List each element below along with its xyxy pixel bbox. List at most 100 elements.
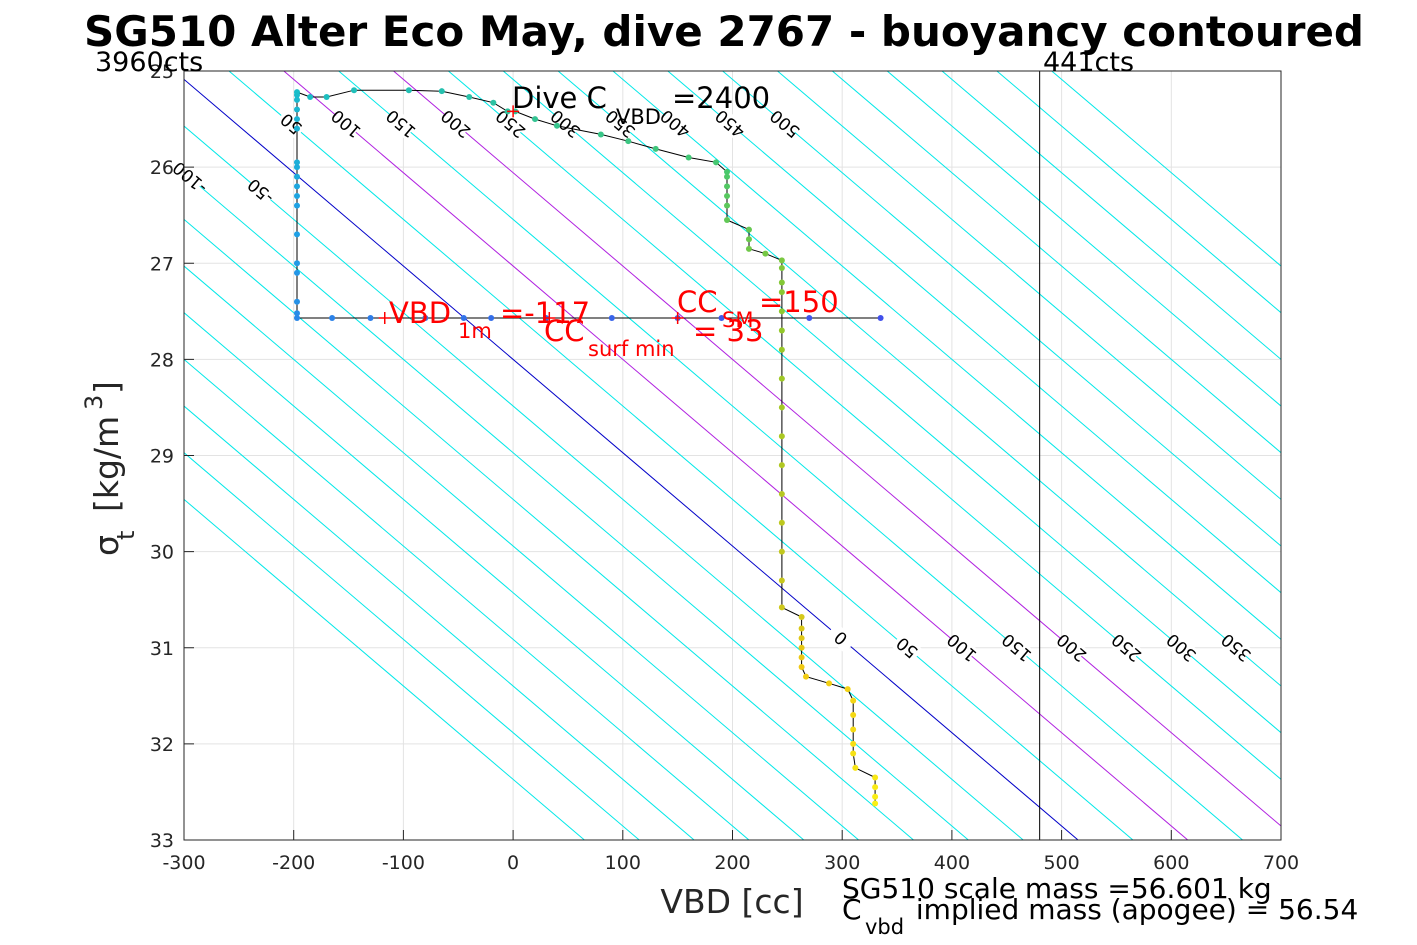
- contour-line: [393, 71, 1281, 827]
- data-point: [798, 613, 805, 620]
- y-tick-label: 30: [150, 542, 174, 564]
- data-point: [778, 462, 785, 469]
- vbd-1m-annotation: VBD 1m =-117: [389, 296, 590, 343]
- contour-line: [184, 172, 969, 840]
- contour-line: [283, 71, 1189, 840]
- data-point: [323, 93, 330, 100]
- data-point: [367, 315, 374, 322]
- contour-label-bg: [275, 108, 307, 140]
- contour-label-bg: [825, 622, 857, 654]
- contour-line: [184, 358, 750, 840]
- contour-label-bg: [659, 108, 691, 140]
- data-point: [778, 519, 785, 526]
- axis-ticks: -300 -200 -100 0 100 200 300 400 500 600 700 25 26 27…: [150, 61, 1299, 874]
- data-point: [778, 375, 785, 382]
- cc-sm-annotation: CC SM =150: [677, 285, 839, 332]
- contour-line: [667, 71, 1281, 594]
- data-point: [778, 346, 785, 353]
- contour-line: [557, 71, 1281, 687]
- data-point: [625, 138, 632, 145]
- marker-dive-c: [507, 105, 520, 118]
- dive-trace: [293, 87, 884, 807]
- data-point: [293, 96, 300, 103]
- y-axis-label-units-close: ]: [87, 381, 126, 394]
- y-tick-label: 26: [150, 157, 174, 179]
- y-tick-label: 33: [150, 830, 174, 852]
- data-point: [798, 654, 805, 661]
- implied-mass-text: C vbd implied mass (apogee) = 56.54: [842, 893, 1358, 939]
- contour-line: [184, 312, 805, 840]
- data-point: [329, 315, 336, 322]
- data-point: [490, 99, 497, 106]
- contour-label-bg: [244, 175, 277, 207]
- data-point: [778, 604, 785, 611]
- data-point: [553, 122, 560, 129]
- data-point: [872, 800, 879, 807]
- data-point: [724, 192, 731, 199]
- data-point: [422, 315, 429, 322]
- contour-label-bg: [494, 108, 527, 140]
- contour-label-bg: [549, 108, 582, 140]
- data-point: [778, 257, 785, 264]
- data-point: [778, 327, 785, 334]
- dive-c-label: Dive C: [512, 81, 607, 115]
- top-left-count: 3960cts: [95, 47, 203, 78]
- y-tick-label: 32: [150, 734, 174, 756]
- marker-cc-surf-min: [543, 312, 556, 325]
- data-point: [850, 750, 857, 757]
- y-axis-label-symbol: σ: [87, 535, 126, 556]
- chart-title: SG510 Alter Eco May, dive 2767 - buoyanc…: [84, 7, 1364, 56]
- vbd-1m-label: VBD: [389, 296, 451, 330]
- data-point: [778, 265, 785, 272]
- data-point: [608, 315, 615, 322]
- contour-line: [612, 71, 1281, 641]
- data-point: [852, 764, 859, 771]
- data-point: [778, 433, 785, 440]
- contour-label-bg: [174, 162, 206, 193]
- data-point: [826, 680, 833, 687]
- cc-sm-value: =150: [759, 285, 839, 319]
- data-point: [778, 308, 785, 315]
- data-point: [293, 202, 300, 209]
- contour-line: [1051, 71, 1281, 267]
- y-axis-label: σ t [kg/m 3 ]: [80, 381, 140, 556]
- y-axis-label-subscript: t: [112, 531, 140, 540]
- data-point: [466, 93, 473, 100]
- data-point: [488, 315, 495, 322]
- y-tick-label: 29: [150, 446, 174, 468]
- data-point: [724, 183, 731, 190]
- data-point: [806, 315, 813, 322]
- data-point: [877, 315, 884, 322]
- implied-mass-symbol: C: [842, 893, 862, 926]
- x-tick-label: 500: [1043, 852, 1079, 874]
- data-point: [850, 712, 857, 719]
- data-point: [724, 202, 731, 209]
- data-point: [293, 269, 300, 276]
- dive-c-annotation: Dive C VBD =2400: [512, 81, 770, 129]
- contour-label-bg: [330, 108, 362, 140]
- x-tick-label: 400: [934, 852, 970, 874]
- data-point: [872, 784, 879, 791]
- data-point: [724, 168, 731, 175]
- data-point: [778, 548, 785, 555]
- cc-surf-min-label: CC: [544, 314, 585, 348]
- data-point: [685, 154, 692, 161]
- data-point: [798, 663, 805, 670]
- cc-surf-min-value: = 33: [693, 314, 763, 348]
- data-point: [798, 625, 805, 632]
- data-point: [850, 697, 857, 704]
- contour-line: [184, 265, 859, 840]
- x-tick-label: 0: [507, 852, 519, 874]
- data-point: [293, 159, 300, 166]
- contour-label-bg: [439, 108, 472, 140]
- marker-cc-sm: [671, 312, 684, 325]
- data-point: [293, 125, 300, 132]
- cc-sm-label: CC: [677, 285, 718, 319]
- annotation-markers: [378, 105, 684, 325]
- contour-line: [832, 71, 1281, 454]
- data-point: [844, 686, 851, 693]
- data-point: [802, 673, 809, 680]
- data-point: [778, 577, 785, 584]
- data-point: [460, 315, 467, 322]
- dive-c-value: =2400: [672, 81, 770, 115]
